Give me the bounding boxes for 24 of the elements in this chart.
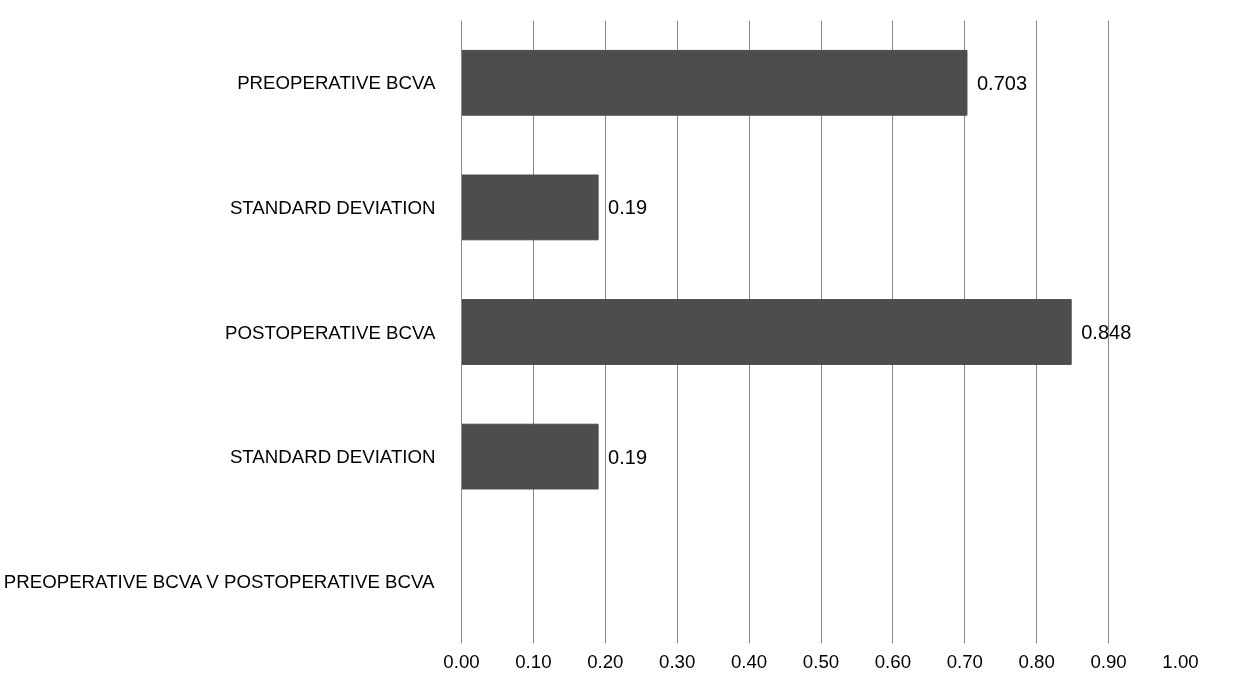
y-tick-label: PREOPERATIVE BCVA V POSTOPERATIVE BCVA bbox=[3, 570, 436, 592]
bar bbox=[461, 49, 968, 116]
y-tick-label: STANDARD DEVIATION bbox=[229, 446, 436, 468]
x-tick-label: 0.40 bbox=[730, 650, 768, 672]
x-tick-label: 0.70 bbox=[946, 650, 983, 672]
y-tick-label: PREOPERATIVE BCVA bbox=[237, 72, 437, 94]
data-label: 0.703 bbox=[976, 71, 1028, 94]
bar bbox=[461, 174, 599, 241]
data-label: 0.19 bbox=[608, 196, 648, 219]
y-tick-label: STANDARD DEVIATION bbox=[229, 196, 436, 218]
bar bbox=[461, 423, 599, 490]
x-tick-label: 1.00 bbox=[1162, 650, 1199, 672]
x-tick-label: 0.50 bbox=[802, 650, 840, 672]
x-tick-label: 0.30 bbox=[659, 650, 696, 672]
data-label: 0.848 bbox=[1081, 321, 1132, 343]
data-label: 0.19 bbox=[608, 445, 648, 468]
x-tick-label: 0.10 bbox=[515, 650, 552, 672]
x-tick-label: 0.00 bbox=[443, 650, 480, 672]
x-tick-label: 0.80 bbox=[1018, 650, 1055, 672]
x-tick-label: 0.90 bbox=[1090, 650, 1127, 672]
y-tick-label: POSTOPERATIVE BCVA bbox=[225, 321, 437, 343]
x-tick-label: 0.20 bbox=[587, 650, 624, 672]
x-tick-label: 0.60 bbox=[874, 650, 912, 672]
bar bbox=[461, 299, 1072, 365]
